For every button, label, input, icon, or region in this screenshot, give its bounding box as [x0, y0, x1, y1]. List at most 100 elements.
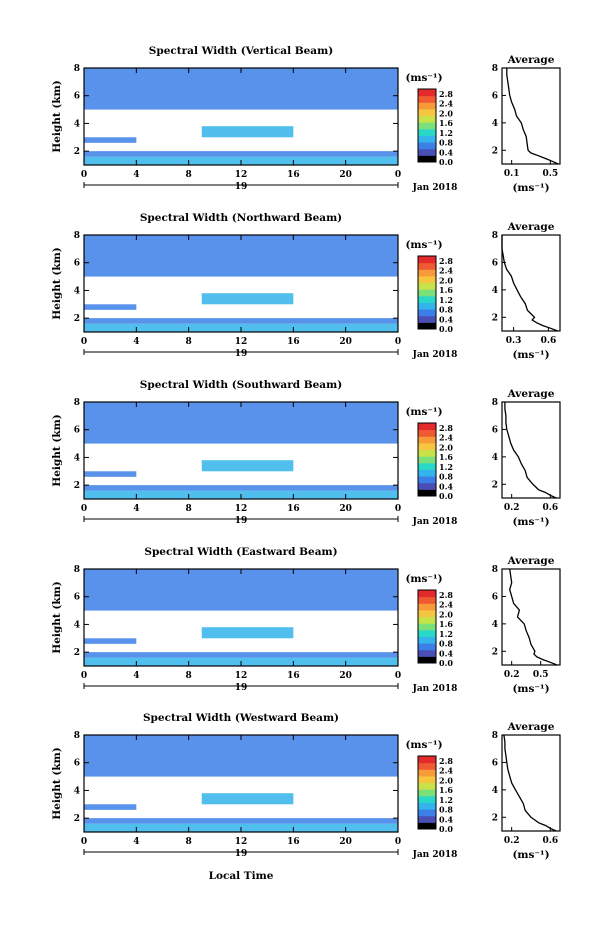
avg-y-tick-label: 2	[492, 313, 498, 323]
x-tick-label: 0	[81, 170, 87, 180]
x-tick-label: 20	[339, 170, 352, 180]
panel-title: Spectral Width (Westward Beam)	[143, 712, 339, 724]
panel-5: Spectral Width (Westward Beam) 2 4 6 8 Height…	[51, 712, 561, 861]
y-tick-label: 2	[74, 648, 80, 658]
avg-y-tick-label: 6	[492, 758, 498, 768]
colorbar-swatch	[418, 636, 436, 644]
colorbar-swatch	[418, 609, 436, 618]
colorbar-swatch	[418, 302, 436, 310]
colorbar-swatch	[418, 436, 436, 444]
colorbar-swatch	[418, 429, 436, 437]
average-frame	[501, 234, 561, 332]
x-tick-label: 0	[81, 837, 87, 847]
colorbar-tick-label: 2.4	[439, 266, 453, 276]
colorbar-swatch	[418, 128, 436, 136]
x-tick-label: 20	[339, 504, 352, 514]
avg-y-tick-label: 8	[492, 565, 498, 575]
x-tick-label: 12	[235, 337, 248, 347]
colorbar-tick-label: 0.0	[439, 157, 453, 167]
avg-x-tick-label: 0.6	[541, 336, 557, 346]
average-title: Average	[507, 54, 555, 66]
x-tick-label: 8	[186, 170, 192, 180]
colorbar-tick-label: 1.6	[439, 285, 453, 295]
avg-x-tick-label: 0.3	[506, 336, 522, 346]
x-tick-label: 0	[81, 671, 87, 681]
y-tick-label: 4	[74, 786, 80, 796]
avg-x-tick-label: 0.5	[533, 670, 549, 680]
colorbar-frame	[417, 422, 437, 497]
x-tick-label: 0	[395, 837, 401, 847]
y-tick-label: 2	[74, 814, 80, 824]
x-tick-label: 4	[133, 504, 139, 514]
y-axis-label: Height (km)	[51, 80, 63, 152]
colorbar-tick-label: 2.8	[439, 423, 453, 433]
avg-y-tick-label: 8	[492, 731, 498, 741]
colorbar-swatch	[418, 322, 436, 330]
colorbar-tick-label: 0.0	[439, 491, 453, 501]
colorbar-tick-label: 0.0	[439, 324, 453, 334]
colorbar-tick-label: 1.2	[439, 128, 453, 138]
x-tick-label: 20	[339, 337, 352, 347]
average-frame	[501, 401, 561, 499]
colorbar-swatch	[418, 295, 436, 303]
date-label: Jan 2018	[412, 850, 458, 860]
x-tick-label: 12	[235, 837, 248, 847]
x-tick-label: 0	[81, 337, 87, 347]
panel-3: Spectral Width (Southward Beam) 2 4 6 8 Heigh…	[51, 379, 561, 528]
avg-y-tick-label: 4	[492, 286, 498, 296]
colorbar-swatch	[418, 122, 436, 130]
day-label: 19	[235, 349, 248, 359]
day-label: 19	[235, 683, 248, 693]
date-label: Jan 2018	[412, 517, 458, 527]
heat-cell	[201, 126, 294, 138]
heat-cell	[84, 318, 398, 324]
x-tick-label: 4	[133, 671, 139, 681]
date-label: Jan 2018	[412, 183, 458, 193]
avg-y-tick-label: 2	[492, 647, 498, 657]
colorbar-swatch	[418, 135, 436, 143]
colorbar-swatch	[418, 616, 436, 624]
colorbar-unit: (ms⁻¹)	[405, 739, 442, 751]
colorbar-swatch	[418, 643, 436, 651]
colorbar-swatch	[418, 95, 436, 103]
x-tick-label: 4	[133, 337, 139, 347]
panel-title: Spectral Width (Southward Beam)	[140, 379, 342, 391]
colorbar-swatch	[418, 476, 436, 484]
avg-y-tick-label: 6	[492, 258, 498, 268]
avg-x-tick-label: 0.2	[504, 836, 520, 846]
colorbar-tick-label: 2.4	[439, 433, 453, 443]
colorbar-swatch	[418, 623, 436, 631]
x-tick-label: 12	[235, 170, 248, 180]
colorbar-swatch	[418, 256, 436, 264]
heat-cell	[84, 235, 398, 277]
x-tick-label: 20	[339, 837, 352, 847]
colorbar-tick-label: 0.4	[439, 814, 453, 824]
colorbar-swatch	[418, 590, 436, 598]
day-label: 19	[235, 182, 248, 192]
colorbar-swatch	[418, 269, 436, 277]
average-profile-line	[509, 568, 558, 666]
y-tick-label: 4	[74, 453, 80, 463]
avg-x-tick-label: 0.5	[542, 169, 558, 179]
colorbar-swatch	[418, 289, 436, 297]
avg-y-tick-label: 4	[492, 119, 498, 129]
colorbar-frame	[417, 589, 437, 664]
colorbar-swatch	[418, 309, 436, 317]
heat-cell	[84, 471, 137, 477]
x-tick-label: 0	[395, 337, 401, 347]
heat-cell	[84, 569, 398, 611]
colorbar-swatch	[418, 656, 436, 664]
x-tick-label: 16	[287, 504, 300, 514]
colorbar-tick-label: 1.2	[439, 295, 453, 305]
colorbar-tick-label: 2.8	[439, 256, 453, 266]
average-title: Average	[507, 221, 555, 233]
colorbar-swatch	[418, 115, 436, 123]
avg-y-tick-label: 8	[492, 398, 498, 408]
avg-x-tick-label: 0.1	[504, 169, 520, 179]
x-tick-label: 16	[287, 337, 300, 347]
x-tick-label: 20	[339, 671, 352, 681]
average-frame	[501, 568, 561, 666]
colorbar-swatch	[418, 822, 436, 830]
colorbar-tick-label: 0.8	[439, 305, 453, 315]
x-tick-label: 16	[287, 837, 300, 847]
